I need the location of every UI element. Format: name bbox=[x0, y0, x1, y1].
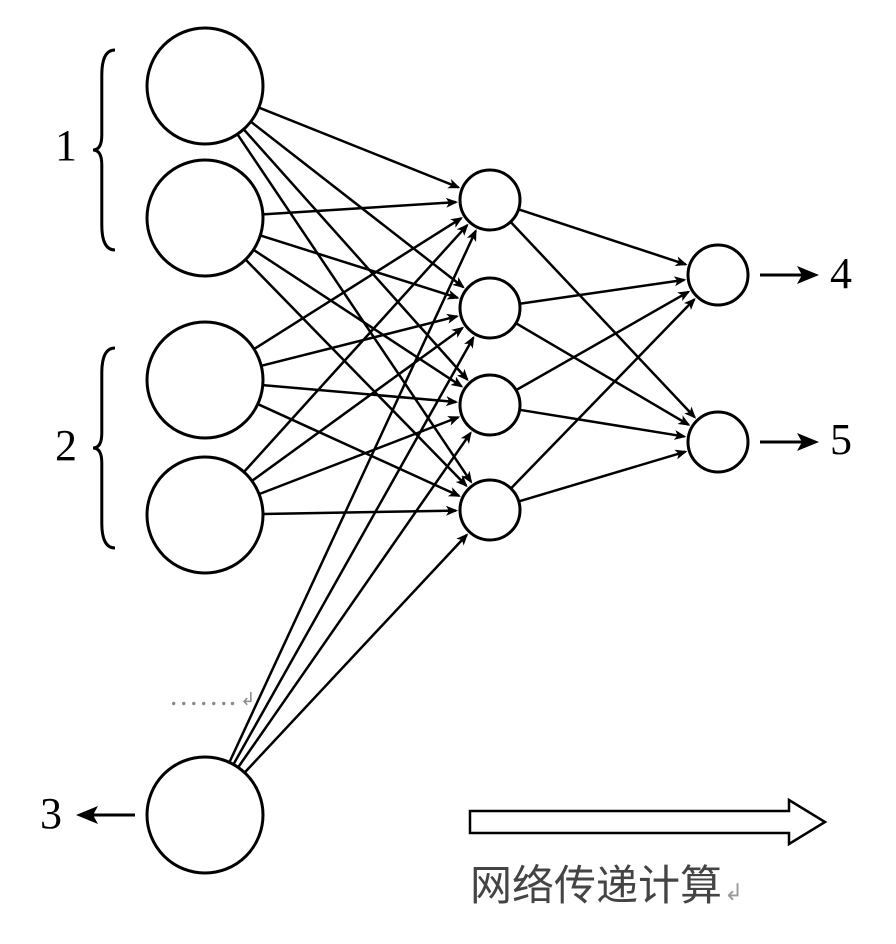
node-h4 bbox=[460, 480, 520, 540]
input-layer bbox=[147, 28, 263, 873]
braces bbox=[93, 50, 115, 548]
label-3: 3 bbox=[40, 789, 62, 838]
edge bbox=[245, 535, 467, 773]
brace bbox=[93, 50, 115, 250]
label-5: 5 bbox=[830, 415, 852, 464]
edges-hidden-to-output bbox=[511, 209, 695, 501]
node-in1 bbox=[147, 28, 263, 144]
edge bbox=[261, 316, 457, 365]
edge bbox=[520, 410, 685, 437]
edge bbox=[237, 134, 471, 482]
edge bbox=[516, 323, 689, 425]
edge bbox=[511, 299, 694, 488]
edge bbox=[263, 202, 456, 214]
flow-arrow-shape bbox=[470, 800, 825, 844]
edges-input-to-hidden bbox=[229, 108, 475, 773]
edge bbox=[259, 108, 459, 188]
edge bbox=[263, 511, 456, 514]
node-in5 bbox=[147, 757, 263, 873]
edge bbox=[520, 280, 685, 304]
edge bbox=[260, 235, 457, 297]
edge bbox=[238, 433, 470, 767]
output-layer bbox=[688, 245, 748, 472]
edge bbox=[253, 250, 461, 387]
caption: 网络传递计算↲ bbox=[470, 862, 743, 909]
flow-arrow bbox=[470, 800, 825, 844]
node-h2 bbox=[460, 278, 520, 338]
edge bbox=[519, 452, 686, 502]
node-h3 bbox=[460, 375, 520, 435]
label-4: 4 bbox=[830, 249, 852, 298]
edge bbox=[263, 385, 456, 402]
node-in2 bbox=[147, 160, 263, 276]
label-2: 2 bbox=[55, 421, 77, 470]
edge bbox=[233, 338, 473, 765]
ellipsis: …….↲ bbox=[169, 679, 256, 712]
node-h1 bbox=[460, 170, 520, 230]
brace bbox=[93, 348, 115, 548]
edge bbox=[246, 260, 467, 486]
edge bbox=[252, 328, 463, 481]
label-1: 1 bbox=[55, 121, 77, 170]
node-in4 bbox=[147, 457, 263, 573]
node-o2 bbox=[688, 412, 748, 472]
edge bbox=[511, 222, 695, 417]
hidden-layer bbox=[460, 170, 520, 540]
node-o1 bbox=[688, 245, 748, 305]
neural-network-diagram: …….↲ 1 2 3 4 5 网络传递计算↲ bbox=[0, 0, 896, 944]
node-in3 bbox=[147, 322, 263, 438]
edge bbox=[229, 231, 475, 763]
